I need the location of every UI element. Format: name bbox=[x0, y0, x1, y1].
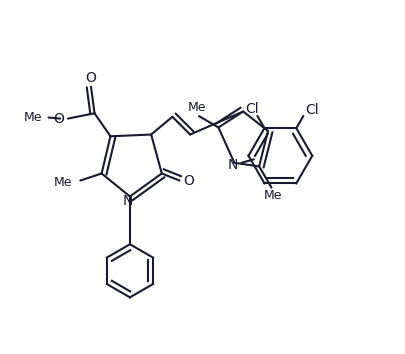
Text: Me: Me bbox=[23, 111, 42, 124]
Text: Cl: Cl bbox=[245, 102, 259, 116]
Text: N: N bbox=[227, 158, 238, 172]
Text: O: O bbox=[85, 71, 96, 85]
Text: O: O bbox=[183, 173, 194, 188]
Text: Cl: Cl bbox=[305, 103, 319, 116]
Text: N: N bbox=[123, 194, 133, 208]
Text: Me: Me bbox=[264, 189, 283, 202]
Text: Me: Me bbox=[188, 101, 207, 114]
Text: O: O bbox=[53, 112, 64, 126]
Text: Me: Me bbox=[54, 176, 72, 189]
